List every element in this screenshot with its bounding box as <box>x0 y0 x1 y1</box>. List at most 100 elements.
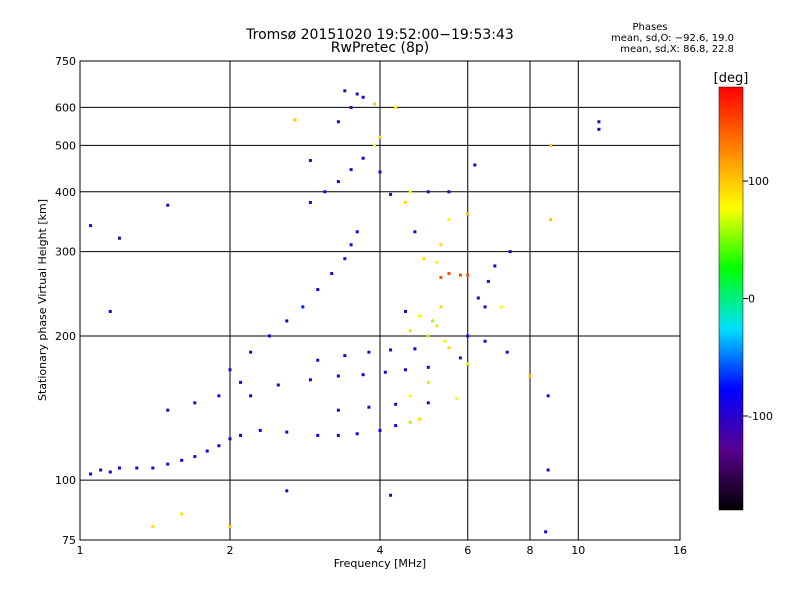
data-point-0-57 <box>336 180 340 184</box>
data-point-0-103 <box>117 236 121 240</box>
data-point-0-53 <box>349 243 353 247</box>
data-point-0-69 <box>426 190 430 194</box>
data-point-0-78 <box>417 314 421 318</box>
data-point-0-87 <box>499 305 503 309</box>
data-point-0-11 <box>228 437 232 441</box>
plot-area: 1 2 4 6 8 10 16 75 100 200 300 400 500 600 750 <box>55 55 687 557</box>
data-point-0-64 <box>361 95 365 99</box>
data-point-0-9 <box>205 449 209 453</box>
colorbar-tick-label-1: 0 <box>748 293 755 306</box>
data-point-0-59 <box>361 156 365 160</box>
data-point-0-60 <box>373 143 377 147</box>
data-point-0-4 <box>135 466 139 470</box>
data-point-0-120 <box>466 212 470 216</box>
data-point-0-28 <box>403 368 407 372</box>
data-point-0-72 <box>435 260 439 264</box>
data-point-0-54 <box>355 230 359 234</box>
data-point-0-96 <box>546 468 550 472</box>
data-point-0-50 <box>316 288 320 292</box>
data-point-0-0 <box>89 472 93 476</box>
data-point-0-67 <box>389 192 393 196</box>
data-point-0-22 <box>249 394 253 398</box>
data-point-0-19 <box>394 424 398 428</box>
data-point-0-77 <box>403 309 407 313</box>
data-point-0-85 <box>486 279 490 283</box>
x-tick-label-4: 8 <box>527 544 534 557</box>
data-point-0-33 <box>389 348 393 352</box>
chart-subtitle: RwPretec (8p) <box>331 40 429 56</box>
data-point-0-5 <box>151 466 155 470</box>
stats-heading: Phases <box>632 22 667 33</box>
data-point-0-29 <box>426 365 430 369</box>
data-point-0-36 <box>336 408 340 412</box>
grid-lines <box>80 61 680 540</box>
data-point-0-107 <box>151 525 155 529</box>
data-point-0-23 <box>276 383 280 387</box>
data-point-0-24 <box>308 378 312 382</box>
colorbar-label: [deg] <box>714 71 749 86</box>
x-tick-label-1: 2 <box>227 544 234 557</box>
colorbar-ticks: 100 0 -100 <box>743 175 773 423</box>
data-point-0-93 <box>458 356 462 360</box>
data-point-0-73 <box>447 272 451 276</box>
data-point-0-21 <box>417 417 421 421</box>
colorbar-tick-label-2: -100 <box>748 410 773 423</box>
data-point-0-82 <box>443 339 447 343</box>
data-point-0-47 <box>267 334 271 338</box>
y-axis-label: Stationary phase Virtual Height [km] <box>36 199 49 401</box>
colorbar: [deg] 100 0 -100 <box>714 71 773 511</box>
data-point-0-111 <box>293 118 297 122</box>
data-point-0-83 <box>466 334 470 338</box>
data-point-0-34 <box>413 347 417 351</box>
data-point-0-8 <box>193 455 197 459</box>
data-point-0-61 <box>378 135 382 139</box>
data-point-0-16 <box>336 433 340 437</box>
data-point-0-2 <box>108 470 112 474</box>
data-point-0-17 <box>355 432 359 436</box>
data-point-0-55 <box>308 200 312 204</box>
data-point-0-6 <box>166 462 170 466</box>
stats-line-o: mean, sd,O: −92.6, 19.0 <box>611 33 734 44</box>
chart-title: Tromsø 20151020 19:52:00−19:53:43 <box>245 27 514 43</box>
data-point-0-119 <box>473 163 477 167</box>
data-point-0-58 <box>349 168 353 172</box>
data-point-0-70 <box>447 190 451 194</box>
data-point-0-75 <box>466 273 470 277</box>
data-point-0-100 <box>597 120 601 124</box>
data-point-0-118 <box>447 218 451 222</box>
data-point-0-84 <box>476 296 480 300</box>
data-point-0-26 <box>361 373 365 377</box>
data-point-0-37 <box>367 405 371 409</box>
data-point-0-86 <box>493 264 497 268</box>
data-point-0-97 <box>544 530 548 534</box>
data-point-0-91 <box>426 380 430 384</box>
data-point-0-49 <box>301 305 305 309</box>
data-point-0-79 <box>431 319 435 323</box>
data-point-0-76 <box>439 275 443 279</box>
data-point-0-13 <box>258 428 262 432</box>
data-point-0-88 <box>483 339 487 343</box>
data-point-0-108 <box>228 525 232 529</box>
x-tick-label-0: 1 <box>77 544 84 557</box>
data-point-0-121 <box>439 305 443 309</box>
data-point-0-101 <box>597 127 601 131</box>
data-point-0-15 <box>316 433 320 437</box>
colorbar-tick-label-0: 100 <box>748 175 769 188</box>
data-point-0-7 <box>180 458 184 462</box>
data-point-0-25 <box>336 374 340 378</box>
data-point-0-38 <box>394 402 398 406</box>
data-point-0-66 <box>355 92 359 96</box>
x-tick-label-6: 16 <box>673 544 687 557</box>
data-point-0-46 <box>249 350 253 354</box>
y-tick-label-6: 600 <box>55 101 76 114</box>
data-point-0-18 <box>378 428 382 432</box>
data-point-0-35 <box>447 346 451 350</box>
data-point-0-74 <box>458 273 462 277</box>
data-point-0-56 <box>323 190 327 194</box>
data-point-0-95 <box>546 394 550 398</box>
data-point-0-105 <box>166 203 170 207</box>
data-point-0-10 <box>217 444 221 448</box>
y-tick-label-5: 500 <box>55 139 76 152</box>
data-point-0-122 <box>435 324 439 328</box>
data-point-0-3 <box>117 466 121 470</box>
